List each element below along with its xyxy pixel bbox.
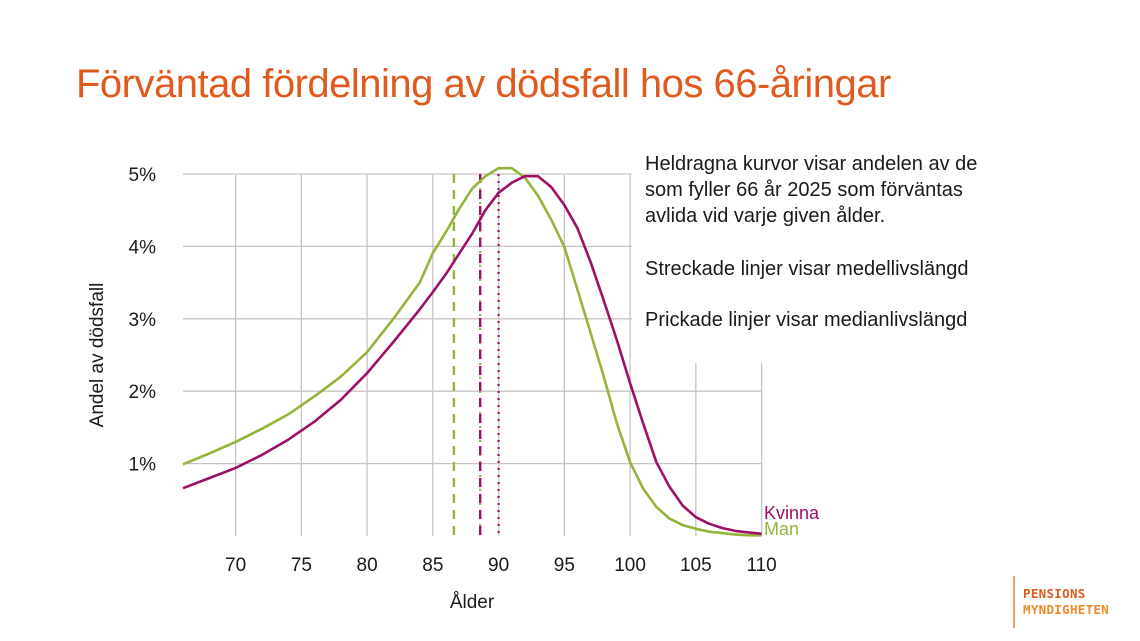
y-tick-label: 3% [129, 310, 157, 331]
x-tick-label: 90 [488, 555, 509, 576]
series-man-curve [182, 166, 762, 537]
x-tick-label: 110 [746, 555, 776, 576]
page-title: Förväntad fördelning av dödsfall hos 66-… [76, 62, 891, 106]
chart-series [182, 166, 762, 537]
x-tick-label: 105 [680, 555, 712, 576]
series-label-kvinna: Kvinna [764, 503, 820, 523]
logo-line-1: PENSIONS [1023, 586, 1086, 601]
x-tick-label: 85 [422, 555, 443, 576]
series-kvinna-curve [182, 174, 762, 536]
axis-ticks: 70 75 80 85 90 95 100 105 110 1% 2% 3% 4% 5% [129, 165, 777, 576]
x-axis-label: Ålder [450, 592, 495, 613]
y-axis-label: Andel av dödsfall [87, 283, 108, 428]
x-tick-label: 95 [554, 555, 575, 576]
y-tick-label: 5% [129, 165, 157, 186]
note-dotted-lines: Prickade linjer visar medianlivslängd [645, 309, 968, 331]
series-label-man: Man [764, 519, 799, 539]
x-tick-label: 70 [225, 555, 246, 576]
y-tick-label: 2% [129, 382, 157, 403]
pensionsmyndigheten-logo: PENSIONS MYNDIGHETEN [1013, 576, 1109, 628]
y-tick-label: 4% [129, 237, 157, 258]
note-dashed-lines: Streckade linjer visar medellivslängd [645, 258, 969, 280]
note-solid-curves: Heldragna kurvor visar andelen av de som… [645, 153, 978, 227]
x-tick-label: 75 [291, 555, 312, 576]
x-tick-label: 80 [357, 555, 378, 576]
lifespan-markers [452, 174, 500, 536]
x-tick-label: 100 [614, 555, 646, 576]
logo-line-2: MYNDIGHETEN [1023, 602, 1110, 617]
y-tick-label: 1% [129, 455, 157, 476]
